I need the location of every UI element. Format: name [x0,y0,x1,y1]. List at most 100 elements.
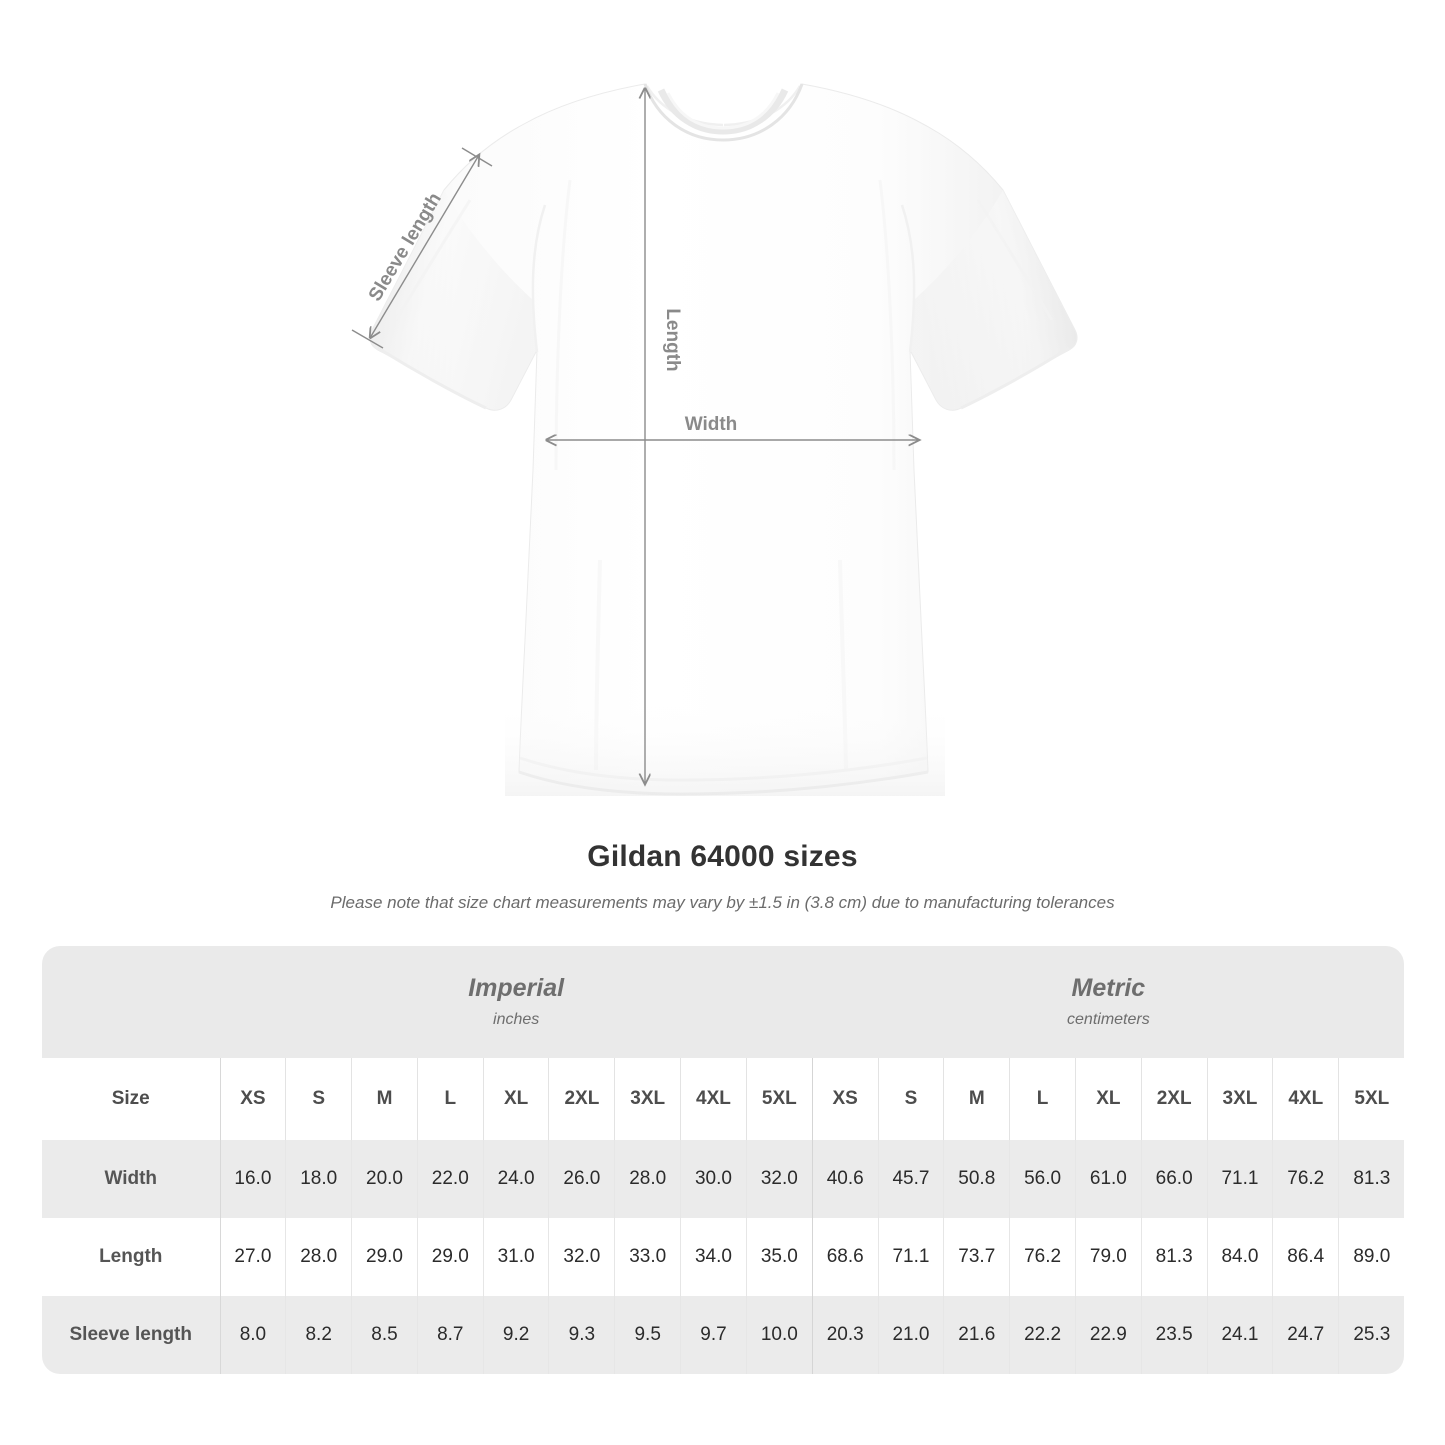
cell-sleeve-3xl-in: 9.5 [614,1296,682,1374]
size-header-cell-5xl-metric: 5XL [1338,1058,1405,1140]
size-header-cell-xl-imperial: XL [483,1058,550,1140]
cell-width-l-in: 22.0 [417,1140,484,1218]
cell-length-xl-in: 31.0 [483,1218,550,1296]
cell-length-xs-cm: 68.6 [812,1218,879,1296]
row-label-width: Width [42,1140,221,1218]
cell-length-m-in: 29.0 [351,1218,418,1296]
cell-length-5xl-cm: 89.0 [1338,1218,1405,1296]
cell-length-m-cm: 73.7 [943,1218,1011,1296]
tshirt-body-shape [369,83,1078,795]
cell-width-m-cm: 50.8 [943,1140,1011,1218]
cell-width-2xl-in: 26.0 [548,1140,616,1218]
row-label-length: Length [42,1218,221,1296]
cell-sleeve-xs-cm: 20.3 [812,1296,879,1374]
cell-sleeve-m-cm: 21.6 [943,1296,1011,1374]
cell-length-xl-cm: 79.0 [1075,1218,1142,1296]
size-header-cell-s-metric: S [878,1058,945,1140]
cell-length-s-cm: 71.1 [878,1218,945,1296]
cell-length-s-in: 28.0 [285,1218,353,1296]
table-row-width: Width 16.0 18.0 20.0 22.0 24.0 26.0 28.0… [42,1140,1405,1218]
size-header-cell-4xl-imperial: 4XL [680,1058,747,1140]
cell-length-4xl-in: 34.0 [680,1218,747,1296]
cell-length-4xl-cm: 86.4 [1272,1218,1340,1296]
cell-length-2xl-cm: 81.3 [1141,1218,1208,1296]
size-header-cell-5xl-imperial: 5XL [746,1058,813,1140]
size-header-cell-m-imperial: M [351,1058,418,1140]
left-armhole-seam [531,204,547,353]
size-header-cell-xs-metric: XS [812,1058,879,1140]
right-sleeve-shading [910,190,1077,411]
right-sleeve-hem [960,346,1070,410]
banner-metric: Metric centimeters [812,946,1405,1058]
size-header-cell-xs-imperial: XS [220,1058,287,1140]
table-row-sleeve-length: Sleeve length 8.0 8.2 8.5 8.7 9.2 9.3 9.… [42,1296,1405,1374]
cell-sleeve-l-in: 8.7 [417,1296,484,1374]
banner-metric-name: Metric [1071,973,1146,1002]
cell-sleeve-2xl-in: 9.3 [548,1296,616,1374]
cell-width-xs-cm: 40.6 [812,1140,879,1218]
cell-sleeve-s-in: 8.2 [285,1296,353,1374]
cell-width-4xl-in: 30.0 [680,1140,747,1218]
cell-sleeve-3xl-cm: 24.1 [1207,1296,1274,1374]
cell-width-s-in: 18.0 [285,1140,353,1218]
cell-width-3xl-in: 28.0 [614,1140,682,1218]
cell-sleeve-s-cm: 21.0 [878,1296,945,1374]
banner-imperial-sub: inches [493,1011,540,1029]
cell-length-l-cm: 76.2 [1009,1218,1076,1296]
cell-length-l-in: 29.0 [417,1218,484,1296]
cell-width-xl-in: 24.0 [483,1140,550,1218]
collar-outer [643,83,804,142]
size-header-cell-3xl-imperial: 3XL [614,1058,682,1140]
size-header-cell-2xl-metric: 2XL [1141,1058,1208,1140]
size-table-container: Imperial inches Metric centimeters Size … [42,946,1405,1374]
cell-width-5xl-cm: 81.3 [1338,1140,1405,1218]
tshirt-measurement-diagram: Sleeve length Length Width [351,83,1078,796]
size-header-cell-4xl-metric: 4XL [1272,1058,1340,1140]
left-sleeve-hem [377,346,487,410]
size-header-cell-3xl-metric: 3XL [1207,1058,1274,1140]
cell-sleeve-xl-in: 9.2 [483,1296,550,1374]
cell-width-m-in: 20.0 [351,1140,418,1218]
cell-sleeve-4xl-in: 9.7 [680,1296,747,1374]
size-header-cell-l-metric: L [1009,1058,1076,1140]
unit-banner-row: Imperial inches Metric centimeters [42,946,1405,1058]
banner-spacer [42,946,220,1058]
cell-sleeve-5xl-cm: 25.3 [1338,1296,1405,1374]
cell-length-2xl-in: 32.0 [548,1218,616,1296]
page-title: Gildan 64000 sizes [587,840,858,873]
size-table: Imperial inches Metric centimeters Size … [42,946,1405,1374]
size-header-label: Size [42,1058,221,1140]
cell-sleeve-xs-in: 8.0 [220,1296,287,1374]
cell-width-l-cm: 56.0 [1009,1140,1076,1218]
width-label: Width [685,414,738,435]
size-header-cell-l-imperial: L [417,1058,484,1140]
cell-length-5xl-in: 35.0 [746,1218,813,1296]
cell-width-xl-cm: 61.0 [1075,1140,1142,1218]
row-label-sleeve-length: Sleeve length [42,1296,221,1374]
cell-sleeve-l-cm: 22.2 [1009,1296,1076,1374]
cell-width-5xl-in: 32.0 [746,1140,813,1218]
size-header-cell-s-imperial: S [285,1058,353,1140]
cell-sleeve-xl-cm: 22.9 [1075,1296,1142,1374]
cell-length-3xl-in: 33.0 [614,1218,682,1296]
size-header-cell-xl-metric: XL [1075,1058,1142,1140]
sleeve-tick-bottom [351,329,384,349]
cell-width-4xl-cm: 76.2 [1272,1140,1340,1218]
cell-sleeve-5xl-in: 10.0 [746,1296,813,1374]
cell-width-3xl-cm: 71.1 [1207,1140,1274,1218]
cell-length-3xl-cm: 84.0 [1207,1218,1274,1296]
cell-sleeve-4xl-cm: 24.7 [1272,1296,1340,1374]
cell-width-2xl-cm: 66.0 [1141,1140,1208,1218]
cell-sleeve-m-in: 8.5 [351,1296,418,1374]
banner-imperial-name: Imperial [468,973,565,1002]
banner-metric-sub: centimeters [1067,1011,1150,1029]
sleeve-length-arrow [370,155,479,338]
length-label: Length [662,308,683,371]
size-header-row: Size XS S M L XL 2XL 3XL 4XL 5XL XS S M … [42,1058,1405,1140]
table-row-length: Length 27.0 28.0 29.0 29.0 31.0 32.0 33.… [42,1218,1405,1296]
cell-length-xs-in: 27.0 [220,1218,287,1296]
right-armhole-seam [900,204,916,353]
sleeve-length-dimension [351,147,493,349]
collar-ribbing [657,88,789,135]
